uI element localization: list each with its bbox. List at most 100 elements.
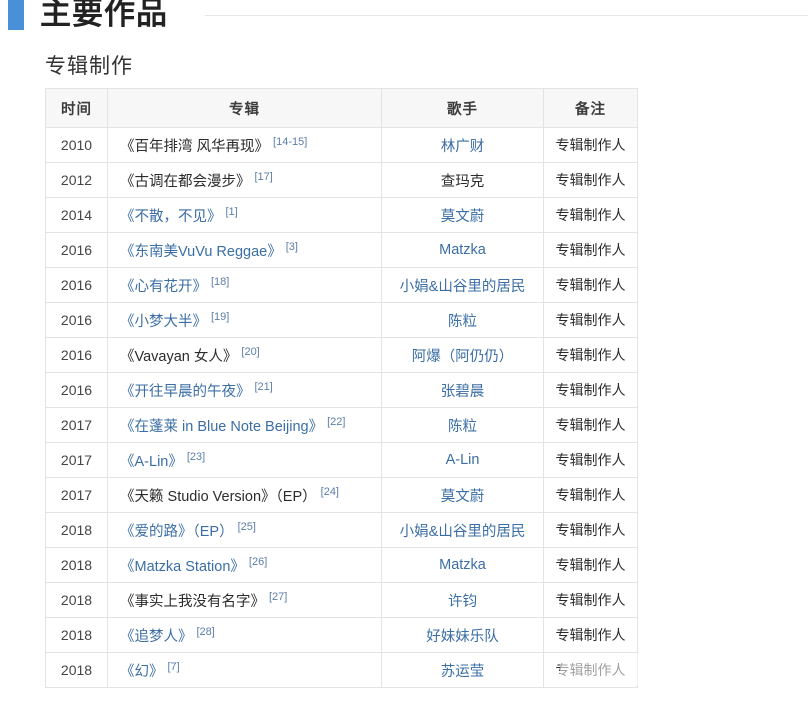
- album-link[interactable]: 《小梦大半》: [120, 313, 207, 330]
- album-link[interactable]: 《开往早晨的午夜》: [120, 383, 251, 400]
- reference-marker[interactable]: [14-15]: [273, 135, 308, 148]
- singer-link[interactable]: 许钧: [448, 593, 477, 610]
- singer-link[interactable]: 张碧晨: [440, 383, 485, 400]
- cell-album: 《东南美VuVu Reggae》 [3]: [107, 232, 382, 268]
- table-row: 2012 《古调在都会漫步》 [17] 查玛克 专辑制作人: [45, 162, 638, 198]
- singer-link[interactable]: 阿爆（阿仍仍）: [411, 348, 514, 365]
- table-row: 2016 《开往早晨的午夜》 [21] 张碧晨 专辑制作人: [45, 372, 638, 408]
- table-row: 2016 《小梦大半》 [19] 陈粒 专辑制作人: [45, 302, 638, 338]
- table-row: 2010 《百年排湾 风华再现》 [14-15] 林广财 专辑制作人: [45, 127, 638, 163]
- singer-link[interactable]: Matzka: [439, 242, 486, 258]
- table-row: 2018 《幻》 [7] 苏运莹 专辑制作人: [45, 652, 638, 688]
- cell-note: 专辑制作人: [543, 547, 638, 583]
- cell-note: 专辑制作人: [543, 162, 638, 198]
- header-divider: [205, 15, 808, 16]
- cell-note: 专辑制作人: [543, 267, 638, 303]
- album-text: 《Vavayan 女人》: [120, 348, 238, 365]
- cell-singer: 苏运莹: [381, 652, 544, 688]
- reference-marker[interactable]: [22]: [327, 415, 346, 428]
- reference-marker[interactable]: [19]: [211, 310, 230, 323]
- column-header-time: 时间: [45, 88, 108, 128]
- accent-bar: [8, 0, 24, 30]
- table-head: 时间 专辑 歌手 备注: [45, 88, 638, 128]
- subsection-title: 专辑制作: [45, 55, 133, 78]
- singer-link[interactable]: 小娟&山谷里的居民: [399, 278, 526, 295]
- cell-time: 2018: [45, 512, 108, 548]
- album-link[interactable]: 《东南美VuVu Reggae》: [120, 243, 282, 260]
- cell-singer: Matzka: [381, 547, 544, 583]
- reference-marker[interactable]: [17]: [254, 170, 273, 183]
- column-header-note: 备注: [543, 88, 638, 128]
- cell-time: 2017: [45, 407, 108, 443]
- cell-time: 2018: [45, 652, 108, 688]
- cell-singer: 好妹妹乐队: [381, 617, 544, 653]
- album-link[interactable]: 《不散，不见》: [120, 208, 222, 225]
- table-row: 2018 《事实上我没有名字》 [27] 许钧 专辑制作人: [45, 582, 638, 618]
- album-text: 《百年排湾 风华再现》: [120, 138, 270, 155]
- cell-album: 《在蓬莱 in Blue Note Beijing》 [22]: [107, 407, 382, 443]
- reference-marker[interactable]: [7]: [167, 660, 180, 673]
- cell-singer: 许钧: [381, 582, 544, 618]
- album-link[interactable]: 《Matzka Station》: [120, 558, 245, 575]
- cell-note: 专辑制作人: [543, 442, 638, 478]
- cell-note: 专辑制作人: [543, 372, 638, 408]
- album-link[interactable]: 《追梦人》: [120, 628, 193, 645]
- cell-note: 专辑制作人: [543, 127, 638, 163]
- album-link[interactable]: 《A-Lin》: [120, 453, 183, 470]
- singer-text: 查玛克: [440, 173, 485, 190]
- table-row: 2017 《天籁 Studio Version》（EP） [24] 莫文蔚 专辑制作人: [45, 477, 638, 513]
- singer-link[interactable]: 莫文蔚: [440, 208, 485, 225]
- cell-time: 2017: [45, 442, 108, 478]
- cell-time: 2016: [45, 232, 108, 268]
- album-link[interactable]: 《心有花开》: [120, 278, 207, 295]
- column-header-singer: 歌手: [381, 88, 544, 128]
- cell-album: 《古调在都会漫步》 [17]: [107, 162, 382, 198]
- singer-link[interactable]: 好妹妹乐队: [426, 628, 499, 645]
- album-link[interactable]: 《爱的路》（EP）: [120, 523, 234, 540]
- cell-album: 《开往早晨的午夜》 [21]: [107, 372, 382, 408]
- cell-time: 2016: [45, 302, 108, 338]
- singer-link[interactable]: 小娟&山谷里的居民: [399, 523, 526, 540]
- cell-singer: 查玛克: [381, 162, 544, 198]
- cell-time: 2010: [45, 127, 108, 163]
- reference-marker[interactable]: [20]: [241, 345, 260, 358]
- table-row: 2018 《Matzka Station》 [26] Matzka 专辑制作人: [45, 547, 638, 583]
- reference-marker[interactable]: [26]: [248, 555, 268, 568]
- album-link[interactable]: 《在蓬莱 in Blue Note Beijing》: [120, 418, 324, 435]
- singer-link[interactable]: Matzka: [439, 557, 486, 573]
- reference-marker[interactable]: [23]: [186, 450, 206, 463]
- table-row: 2018 《追梦人》 [28] 好妹妹乐队 专辑制作人: [45, 617, 638, 653]
- singer-link[interactable]: 苏运莹: [440, 663, 485, 680]
- cell-time: 2016: [45, 267, 108, 303]
- singer-link[interactable]: 莫文蔚: [440, 488, 485, 505]
- reference-marker[interactable]: [3]: [285, 240, 298, 253]
- singer-link[interactable]: 陈粒: [448, 313, 477, 330]
- cell-singer: 小娟&山谷里的居民: [381, 267, 544, 303]
- cell-singer: A-Lin: [381, 442, 544, 478]
- table-row: 2016 《东南美VuVu Reggae》 [3] Matzka 专辑制作人: [45, 232, 638, 268]
- works-table-container: 时间 专辑 歌手 备注 2010 《百年排湾 风华再现》 [14-15] 林广财 专辑制…: [45, 88, 638, 688]
- album-text: 《古调在都会漫步》: [120, 173, 251, 190]
- cell-time: 2018: [45, 547, 108, 583]
- reference-marker[interactable]: [21]: [254, 380, 273, 393]
- singer-link[interactable]: 林广财: [440, 138, 485, 155]
- reference-marker[interactable]: [25]: [237, 520, 256, 533]
- cell-album: 《追梦人》 [28]: [107, 617, 382, 653]
- reference-marker[interactable]: [27]: [269, 590, 288, 603]
- album-text: 《天籁 Studio Version》（EP）: [120, 488, 317, 505]
- cell-album: 《天籁 Studio Version》（EP） [24]: [107, 477, 382, 513]
- cell-note: 专辑制作人: [543, 477, 638, 513]
- reference-marker[interactable]: [18]: [211, 275, 230, 288]
- reference-marker[interactable]: [1]: [225, 205, 238, 218]
- reference-marker[interactable]: [28]: [196, 625, 215, 638]
- table-row: 2016 《心有花开》 [18] 小娟&山谷里的居民 专辑制作人: [45, 267, 638, 303]
- reference-marker[interactable]: [24]: [320, 485, 339, 498]
- cell-singer: 小娟&山谷里的居民: [381, 512, 544, 548]
- cell-singer: 张碧晨: [381, 372, 544, 408]
- album-link[interactable]: 《幻》: [120, 663, 164, 680]
- cell-note: 专辑制作人: [543, 582, 638, 618]
- singer-link[interactable]: A-Lin: [445, 452, 480, 468]
- singer-link[interactable]: 陈粒: [448, 418, 477, 435]
- cell-time: 2016: [45, 372, 108, 408]
- cell-album: 《百年排湾 风华再现》 [14-15]: [107, 127, 382, 163]
